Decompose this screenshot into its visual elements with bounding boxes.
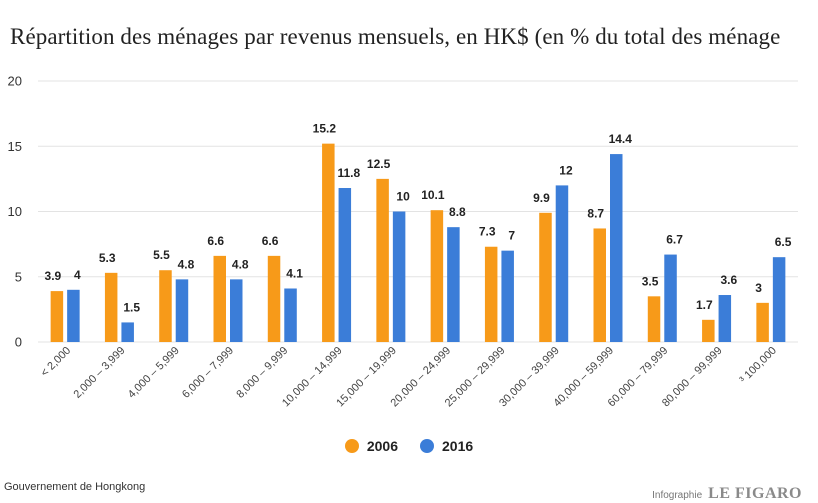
data-label-2006: 15.2 (313, 122, 337, 136)
y-tick-label: 0 (15, 335, 22, 350)
data-label-2016: 12 (559, 163, 573, 177)
data-label-2016: 4.8 (178, 257, 195, 271)
bar-2016[interactable] (664, 254, 677, 342)
bar-2016[interactable] (338, 188, 352, 342)
credit: Infographie LE FIGARO (652, 485, 802, 503)
data-label-2006: 3.9 (45, 269, 62, 283)
bar-2016[interactable] (121, 322, 134, 342)
legend: 2006 2016 (0, 438, 818, 454)
data-label-2006: 5.5 (153, 248, 170, 262)
bar-2006[interactable] (593, 228, 607, 342)
data-label-2006: 3.5 (642, 274, 659, 288)
data-label-2016: 8.8 (449, 205, 466, 219)
bar-2006[interactable] (104, 272, 118, 342)
data-label-2016: 14.4 (609, 132, 633, 146)
data-label-2006: 1.7 (696, 298, 713, 312)
x-tick-label: 2,000 – 3,999 (71, 345, 127, 401)
data-label-2006: 3 (755, 281, 762, 295)
data-label-2006: 8.7 (587, 206, 604, 220)
y-tick-label: 10 (8, 204, 22, 219)
bar-2006[interactable] (267, 255, 281, 342)
chart-title: Répartition des ménages par revenus mens… (10, 24, 781, 49)
data-labels: 3.9 4 5.3 1.5 5.5 4.8 6.6 4.8 6.6 4.1 15.2 11.8 12.5… (45, 122, 792, 315)
bar-2006[interactable] (159, 270, 172, 342)
data-label-2016: 4 (74, 268, 81, 282)
x-tick-label: 80,000 – 99,999 (660, 345, 725, 410)
bar-2006[interactable] (430, 210, 444, 342)
legend-item-2016[interactable]: 2016 (420, 438, 473, 454)
data-label-2016: 11.8 (337, 166, 360, 180)
data-label-2006: 5.3 (99, 251, 116, 265)
bar-2006[interactable] (484, 246, 498, 342)
source-note: Gouvernement de Hongkong (4, 481, 146, 493)
bar-2016[interactable] (555, 185, 569, 342)
data-label-2016: 6.7 (666, 233, 683, 247)
bar-2016[interactable] (284, 288, 297, 342)
bar-2006[interactable] (647, 296, 661, 342)
data-label-2016: 1.5 (123, 300, 140, 314)
bars (50, 143, 786, 343)
y-tick-label: 20 (8, 74, 22, 89)
gridlines (38, 80, 798, 343)
bar-2016[interactable] (392, 211, 406, 343)
y-axis-ticks: 0 5 10 15 20 (8, 74, 22, 350)
data-label-2006: 7.3 (479, 225, 496, 239)
credit-label: Infographie (652, 490, 703, 501)
x-tick-label: ³ 100,000 (738, 345, 779, 386)
le-figaro-logo: LE FIGARO (708, 485, 802, 502)
legend-swatch-2016 (420, 439, 434, 453)
data-label-2016: 6.5 (775, 235, 792, 249)
legend-label-2006: 2006 (366, 438, 398, 454)
x-tick-label: 6,000 – 7,999 (180, 345, 236, 401)
x-tick-label: 4,000 – 5,999 (126, 345, 182, 401)
x-tick-label: 8,000 – 9,999 (234, 345, 290, 401)
data-label-2006: 12.5 (367, 157, 391, 171)
bar-2006[interactable] (376, 178, 389, 342)
bar-2016[interactable] (610, 154, 623, 342)
y-tick-label: 15 (8, 139, 22, 154)
data-label-2016: 4.1 (286, 266, 303, 280)
bar-2006[interactable] (756, 302, 769, 342)
bar-2016[interactable] (175, 279, 189, 342)
legend-swatch-2006 (344, 439, 359, 453)
legend-label-2016: 2016 (442, 438, 474, 454)
bar-2006[interactable] (213, 255, 227, 342)
data-label-2006: 9.9 (533, 191, 550, 205)
bar-2016[interactable] (718, 295, 732, 342)
legend-item-2006[interactable]: 2006 (344, 438, 398, 454)
bar-2016[interactable] (230, 279, 243, 342)
data-label-2006: 6.6 (207, 234, 224, 248)
bar-2016[interactable] (447, 227, 460, 342)
y-tick-label: 5 (15, 269, 22, 284)
data-label-2016: 3.6 (720, 273, 737, 287)
bar-2016[interactable] (772, 257, 786, 342)
data-label-2006: 6.6 (262, 234, 279, 248)
bar-chart: 0 5 10 15 20 3.9 4 5.3 1.5 5.5 4.8 6.6 4.8 6.6 4.1 15.… (8, 74, 798, 410)
x-tick-label: < 2,000 (39, 345, 74, 380)
bar-2006[interactable] (539, 212, 552, 342)
data-label-2016: 7 (508, 229, 515, 243)
bar-2016[interactable] (67, 289, 80, 342)
bar-2016[interactable] (501, 250, 514, 342)
data-label-2016: 4.8 (232, 257, 249, 271)
bar-2006[interactable] (702, 319, 715, 342)
bar-2006[interactable] (50, 291, 64, 342)
bar-2006[interactable] (322, 143, 335, 342)
data-label-2016: 10 (396, 190, 410, 204)
data-label-2006: 10.1 (421, 188, 445, 202)
